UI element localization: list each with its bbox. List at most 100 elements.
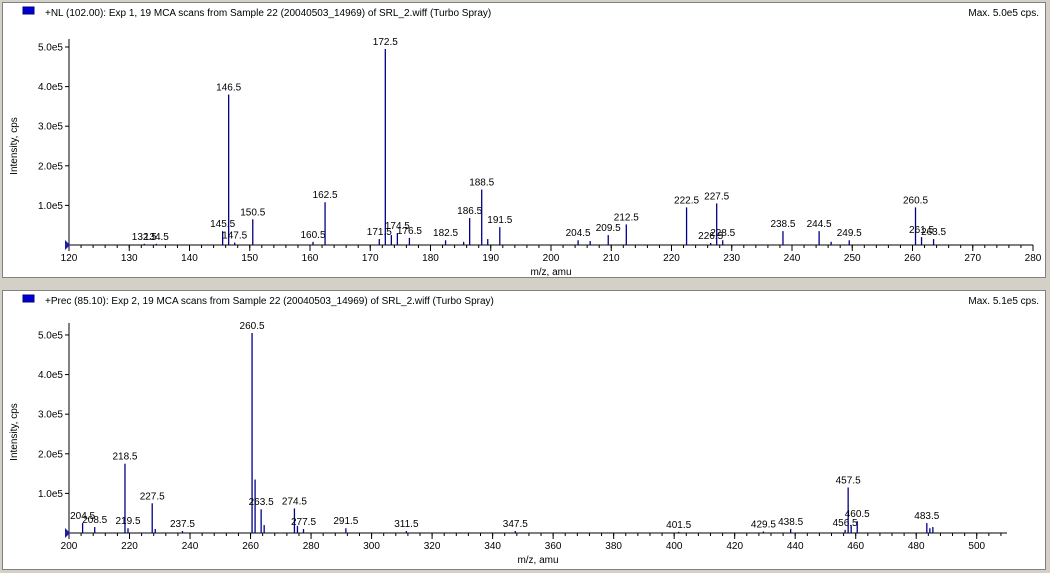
peak-label: 347.5: [503, 519, 528, 530]
baseline-marker-icon: [65, 528, 70, 538]
x-tick-label: 270: [964, 253, 981, 264]
pane-title: +Prec (85.10): Exp 2, 19 MCA scans from …: [45, 296, 494, 307]
y-tick-label: 1.0e5: [38, 201, 63, 212]
peak-label: 204.5: [70, 511, 95, 522]
y-tick-label: 4.0e5: [38, 370, 63, 381]
peak-label: 483.5: [914, 511, 939, 522]
peak-label: 218.5: [112, 452, 137, 463]
y-tick-label: 3.0e5: [38, 410, 63, 421]
x-tick-label: 500: [968, 541, 985, 552]
x-tick-label: 340: [484, 541, 501, 552]
peak-label: 263.5: [921, 227, 946, 238]
x-tick-label: 400: [666, 541, 683, 552]
x-tick-label: 220: [121, 541, 138, 552]
y-tick-label: 2.0e5: [38, 161, 63, 172]
x-tick-label: 240: [182, 541, 199, 552]
peak-label: 191.5: [487, 215, 512, 226]
peak-label: 227.5: [704, 191, 729, 202]
y-tick-label: 1.0e5: [38, 489, 63, 500]
peak-label: 186.5: [457, 206, 482, 217]
peak-label: 204.5: [566, 228, 591, 239]
y-tick-label: 2.0e5: [38, 449, 63, 460]
peak-label: 188.5: [469, 178, 494, 189]
peak-label: 438.5: [778, 517, 803, 528]
pane-title: +NL (102.00): Exp 1, 19 MCA scans from S…: [45, 8, 491, 19]
x-tick-label: 140: [181, 253, 198, 264]
peak-label: 176.5: [397, 226, 422, 237]
x-tick-label: 260: [242, 541, 259, 552]
peak-label: 244.5: [807, 219, 832, 230]
x-tick-label: 200: [61, 541, 78, 552]
peak-label: 209.5: [596, 223, 621, 234]
peak-label: 162.5: [313, 190, 338, 201]
x-axis-label: m/z, amu: [517, 555, 558, 566]
peak-label: 401.5: [666, 520, 691, 531]
spectrum-pane-1: +NL (102.00): Exp 1, 19 MCA scans from S…: [2, 2, 1046, 278]
x-tick-label: 360: [545, 541, 562, 552]
peak-label: 260.5: [240, 321, 265, 332]
x-tick-label: 280: [303, 541, 320, 552]
peak-label: 227.5: [140, 491, 165, 502]
peak-label: 228.5: [710, 228, 735, 239]
x-tick-label: 380: [605, 541, 622, 552]
x-axis-label: m/z, amu: [530, 267, 571, 277]
peak-label: 261.5: [909, 225, 934, 236]
max-intensity-label: Max. 5.0e5 cps.: [968, 8, 1039, 19]
peak-label: 277.5: [291, 517, 316, 528]
x-tick-label: 190: [482, 253, 499, 264]
peak-label: 238.5: [770, 219, 795, 230]
peak-label: 226.5: [698, 231, 723, 242]
spectrum-chart-2: +Prec (85.10): Exp 2, 19 MCA scans from …: [9, 294, 1039, 566]
x-tick-label: 130: [121, 253, 138, 264]
x-tick-label: 280: [1025, 253, 1042, 264]
peak-label: 212.5: [614, 212, 639, 223]
x-tick-label: 120: [61, 253, 78, 264]
y-axis-label: Intensity, cps: [9, 117, 20, 175]
max-intensity-label: Max. 5.1e5 cps.: [968, 296, 1039, 307]
peak-label: 219.5: [115, 516, 140, 527]
x-tick-label: 260: [904, 253, 921, 264]
peak-label: 208.5: [82, 515, 107, 526]
baseline-marker-icon: [65, 240, 70, 250]
x-tick-label: 170: [362, 253, 379, 264]
x-tick-label: 480: [908, 541, 925, 552]
y-axis-label: Intensity, cps: [9, 403, 20, 461]
peak-label: 460.5: [845, 509, 870, 520]
peak-label: 456.5: [833, 518, 858, 529]
peak-label: 429.5: [751, 519, 776, 530]
peak-label: 237.5: [170, 519, 195, 530]
x-tick-label: 160: [302, 253, 319, 264]
peak-label: 174.5: [385, 221, 410, 232]
peak-label: 160.5: [300, 230, 325, 241]
peak-label: 291.5: [333, 516, 358, 527]
x-tick-label: 220: [663, 253, 680, 264]
peak-label: 145.5: [210, 219, 235, 230]
legend-swatch-icon: [22, 294, 35, 303]
peak-label: 150.5: [240, 207, 265, 218]
x-tick-label: 230: [723, 253, 740, 264]
y-tick-label: 3.0e5: [38, 122, 63, 133]
peak-label: 146.5: [216, 83, 241, 94]
peak-label: 263.5: [249, 497, 274, 508]
x-tick-label: 200: [543, 253, 560, 264]
peak-label: 457.5: [836, 475, 861, 486]
x-tick-label: 240: [784, 253, 801, 264]
peak-label: 274.5: [282, 496, 307, 507]
peak-label: 182.5: [433, 228, 458, 239]
x-tick-label: 320: [424, 541, 441, 552]
peak-label: 260.5: [903, 195, 928, 206]
y-tick-label: 4.0e5: [38, 82, 63, 93]
legend-swatch-icon: [22, 6, 35, 15]
x-tick-label: 420: [726, 541, 743, 552]
x-tick-label: 180: [422, 253, 439, 264]
x-tick-label: 300: [363, 541, 380, 552]
peak-label: 222.5: [674, 195, 699, 206]
peak-label: 249.5: [837, 228, 862, 239]
peak-label: 311.5: [394, 519, 419, 530]
y-tick-label: 5.0e5: [38, 43, 63, 54]
x-tick-label: 250: [844, 253, 861, 264]
spectrum-chart-1: +NL (102.00): Exp 1, 19 MCA scans from S…: [9, 6, 1042, 277]
peak-label: 171.5: [367, 227, 392, 238]
peak-label: 172.5: [373, 37, 398, 48]
x-tick-label: 460: [847, 541, 864, 552]
